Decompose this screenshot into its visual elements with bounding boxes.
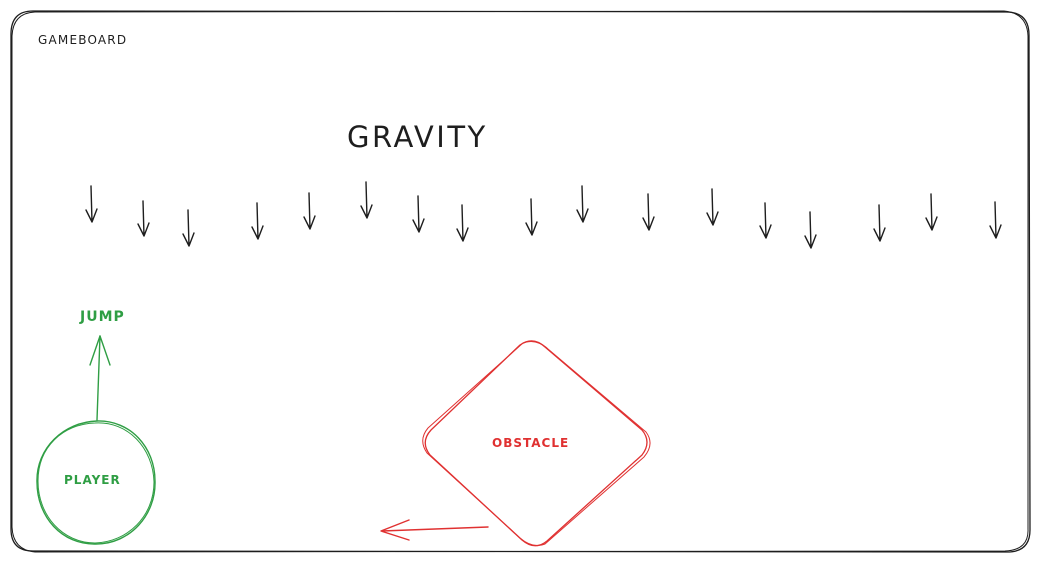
- gravity-arrow: [360, 181, 373, 219]
- gravity-arrow: [706, 188, 719, 226]
- gravity-arrow: [759, 202, 772, 239]
- obstacle-move-arrow: [380, 519, 489, 541]
- gravity-arrow: [251, 202, 264, 240]
- gravity-arrow: [182, 209, 195, 247]
- gravity-arrow: [85, 185, 98, 223]
- gravity-arrow: [925, 193, 938, 231]
- gameboard-frame: [10, 10, 1031, 553]
- gravity-arrow: [642, 193, 655, 231]
- gravity-title: GRAVITY: [347, 120, 488, 154]
- jump-label: JUMP: [80, 309, 125, 325]
- gravity-arrow: [412, 195, 425, 233]
- gravity-arrow: [873, 204, 886, 242]
- gravity-arrows: [85, 181, 1002, 249]
- player-label: PLAYER: [64, 473, 121, 487]
- gravity-arrow: [525, 198, 538, 236]
- gravity-arrow: [456, 204, 469, 242]
- gravity-arrow: [303, 192, 316, 230]
- jump-arrow: [89, 335, 111, 421]
- obstacle-diamond: [422, 340, 651, 547]
- obstacle-label: OBSTACLE: [492, 436, 570, 450]
- player-circle: [36, 420, 156, 545]
- gravity-arrow: [576, 185, 589, 223]
- gravity-arrow: [989, 201, 1002, 239]
- gravity-arrow: [804, 211, 817, 249]
- gravity-arrow: [137, 200, 150, 237]
- gameboard-title: GAMEBOARD: [38, 33, 128, 47]
